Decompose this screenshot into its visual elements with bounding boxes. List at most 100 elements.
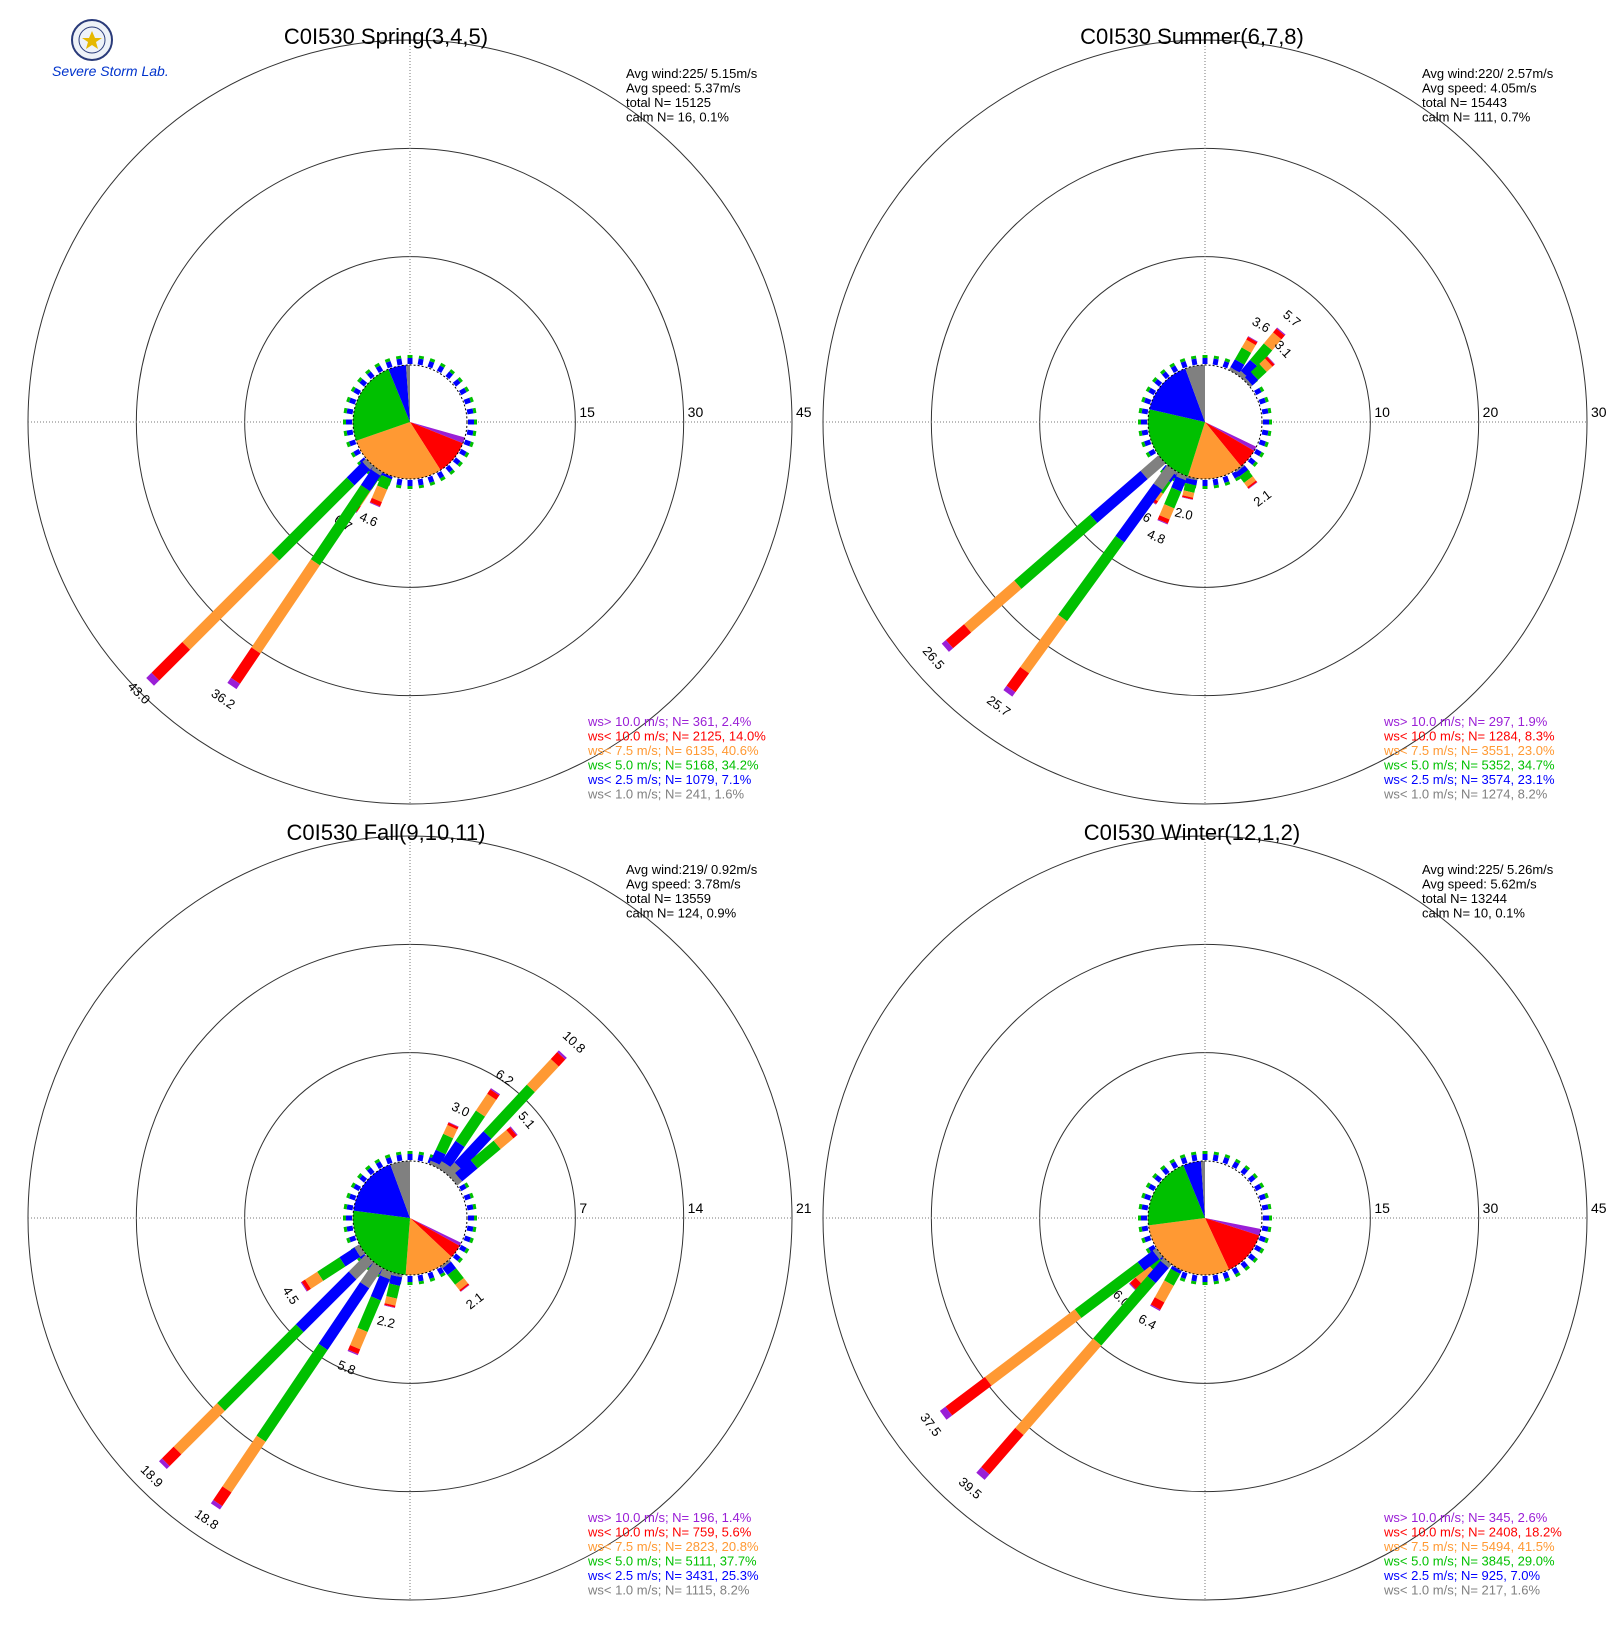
bar-segment-lt5 (1250, 363, 1267, 380)
direction-stub (417, 1151, 425, 1162)
direction-stub (350, 386, 362, 396)
legend-entry: ws< 5.0 m/s; N= 5111, 37.7% (587, 1554, 757, 1569)
bar-segment-lt1 (444, 1162, 463, 1181)
bar-segment-lt10 (1129, 1277, 1144, 1291)
bar-segment-lt7_5 (443, 1124, 458, 1139)
bar-segment-lt2_5 (430, 1149, 446, 1166)
bar-segment-lt5 (447, 1268, 464, 1285)
pie-slice-lt1 (405, 365, 410, 422)
bar-segment-lt10 (1264, 356, 1275, 367)
bar-segment-lt1 (360, 1262, 383, 1289)
bar-segment-lt1 (348, 1254, 374, 1280)
direction-stub (374, 1158, 384, 1170)
ring-tick-label: 15 (1374, 1200, 1390, 1216)
direction-stub (350, 1182, 362, 1192)
legend-entry: ws< 7.5 m/s; N= 5494, 41.5% (1383, 1539, 1555, 1554)
bar-segment-lt2_5 (1170, 1265, 1182, 1274)
direction-stub (417, 355, 425, 366)
direction-stub (427, 358, 436, 369)
direction-bar: 18.9 (138, 1254, 374, 1490)
direction-stub (384, 1154, 393, 1165)
bar-segment-lt10 (1273, 328, 1285, 340)
bar-value-label: 43.0 (125, 679, 154, 708)
direction-stub (1222, 1154, 1231, 1165)
bar-segment-lt7_5 (1259, 358, 1273, 372)
direction-stub (1247, 457, 1258, 467)
direction-bar: 36.2 (209, 466, 383, 712)
stat-avg-speed: Avg speed: 5.37m/s (626, 81, 741, 96)
bar-segment-lt7_5 (1244, 476, 1256, 488)
direction-stub (463, 439, 474, 448)
direction-stub (463, 1192, 474, 1201)
pie-slice-lt7_5 (1187, 422, 1241, 479)
bar-value-label: 4.8 (1145, 526, 1168, 547)
bar-segment-lt10 (301, 1279, 311, 1292)
pie-slice-lt2_5 (1183, 1161, 1205, 1218)
direction-stub (1240, 1260, 1250, 1271)
bar-value-label: 18.8 (192, 1506, 221, 1533)
stat-avg-wind: Avg wind:219/ 0.92m/s (626, 862, 758, 877)
pie-slice-lt5 (353, 369, 410, 441)
bar-segment-lt2_5 (318, 1282, 370, 1350)
direction-stub (463, 396, 474, 405)
bar-segment-lt2_5 (339, 1247, 361, 1267)
bar-segment-lt7_5 (1015, 1338, 1102, 1436)
direction-stub (346, 1235, 357, 1244)
direction-stub (365, 1165, 375, 1176)
ring-tick-label: 45 (796, 404, 812, 420)
bar-segment-lt5 (1074, 1261, 1145, 1319)
direction-stub (1138, 429, 1149, 437)
pie-slice-lt2_5 (1149, 368, 1205, 422)
bar-segment-lt10 (1150, 1297, 1165, 1310)
legend-entry: ws< 2.5 m/s; N= 3574, 23.1% (1383, 772, 1555, 787)
direction-stub (1231, 1158, 1241, 1170)
direction-stub (427, 1271, 436, 1282)
stat-avg-wind: Avg wind:225/ 5.26m/s (1422, 862, 1554, 877)
bar-segment-lt2_5 (389, 1275, 402, 1287)
bar-segment-gt10 (490, 1088, 501, 1096)
bar-segment-lt1 (440, 1259, 452, 1269)
direction-stub (1160, 1165, 1170, 1176)
bar-segment-lt5 (1164, 1268, 1181, 1286)
stat-calm: calm N= 111, 0.7% (1422, 110, 1531, 125)
stat-calm: calm N= 16, 0.1% (626, 110, 729, 125)
direction-stub (1152, 377, 1163, 387)
bar-segment-lt2_5 (1115, 483, 1163, 543)
direction-stub (1138, 407, 1149, 415)
bar-segment-lt5 (483, 1084, 535, 1139)
stat-avg-speed: Avg speed: 4.05m/s (1422, 81, 1537, 96)
bar-segment-lt1 (1175, 472, 1188, 481)
bar-segment-lt5 (377, 474, 392, 490)
direction-stub (1261, 429, 1272, 437)
bar-segment-lt5 (1239, 469, 1253, 483)
direction-stub (417, 1274, 425, 1285)
bar-value-label: 4.5 (280, 1284, 302, 1307)
direction-stub (343, 429, 354, 437)
bar-value-label: 39.5 (956, 1474, 985, 1502)
bar-segment-gt10 (158, 1458, 170, 1470)
bar-segment-lt10 (348, 1345, 361, 1355)
direction-stub (1190, 1151, 1198, 1162)
direction-stub (436, 1266, 446, 1278)
direction-bar: 43.0 (125, 458, 374, 708)
direction-stub (1253, 386, 1265, 396)
speed-pie (1147, 1160, 1263, 1276)
bar-value-label: 2.1 (463, 1289, 486, 1312)
bar-segment-gt10 (210, 1499, 223, 1510)
legend-entry: ws< 2.5 m/s; N= 1079, 7.1% (587, 772, 752, 787)
direction-stub (384, 358, 393, 369)
bar-segment-lt10 (230, 647, 261, 684)
direction-bar: 6.4 (1136, 1265, 1183, 1333)
pie-slice-lt10 (410, 422, 463, 471)
bar-segment-lt5 (217, 1324, 304, 1411)
bar-segment-lt5 (256, 1343, 328, 1442)
bar-segment-gt10 (1150, 1304, 1161, 1311)
bar-value-label: 26.5 (920, 643, 948, 672)
legend-entry: ws< 10.0 m/s; N= 2408, 18.2% (1383, 1525, 1562, 1540)
bar-segment-lt1 (379, 1268, 393, 1280)
bar-segment-lt1 (362, 458, 374, 470)
panel-title: C0I530 Summer(6,7,8) (1080, 24, 1304, 49)
direction-stub (1253, 1182, 1265, 1192)
direction-stub (1258, 439, 1269, 448)
